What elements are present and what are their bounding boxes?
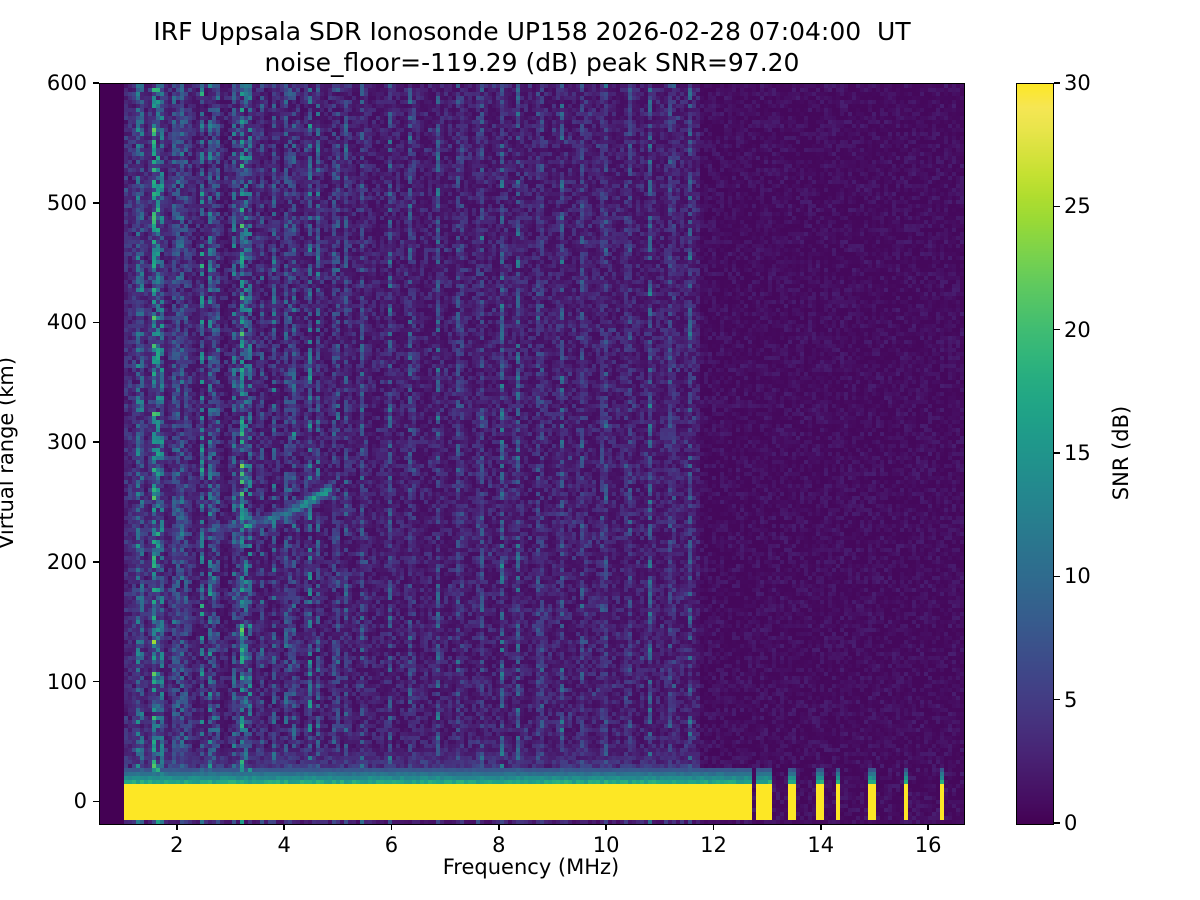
- colorbar-gradient: [1017, 84, 1053, 824]
- x-tick-label: 12: [700, 833, 727, 857]
- y-tick-label: 500: [46, 190, 87, 215]
- colorbar-tick-mark: [1054, 205, 1060, 208]
- colorbar[interactable]: [1016, 83, 1054, 825]
- y-tick-label: 0: [73, 789, 87, 814]
- y-tick-mark: [93, 201, 99, 204]
- colorbar-tick-mark: [1054, 82, 1060, 84]
- x-tick-label: 14: [807, 833, 835, 857]
- y-tick-mark: [93, 441, 99, 444]
- colorbar-tick-mark: [1054, 575, 1060, 578]
- y-tick-label: 100: [46, 669, 87, 694]
- colorbar-tick-label: 20: [1064, 317, 1091, 342]
- colorbar-tick-label: 10: [1064, 564, 1091, 589]
- x-tick-label: 4: [277, 833, 291, 857]
- ionogram-heatmap[interactable]: [100, 84, 964, 824]
- y-tick-label: 300: [46, 430, 87, 455]
- y-axis-label: Virtual range (km): [0, 356, 18, 550]
- colorbar-tick-mark: [1054, 452, 1060, 454]
- x-axis-label: Frequency (MHz): [442, 855, 620, 879]
- x-tick-mark: [390, 824, 393, 830]
- x-tick-label: 10: [592, 833, 620, 857]
- y-tick-label: 200: [46, 549, 87, 574]
- x-tick-label: 2: [170, 833, 184, 857]
- y-tick-mark: [93, 82, 99, 84]
- x-tick-mark: [819, 824, 822, 830]
- x-tick-label: 8: [492, 833, 506, 857]
- colorbar-tick-label: 5: [1064, 687, 1078, 712]
- colorbar-tick-mark: [1054, 698, 1060, 701]
- y-tick-mark: [93, 561, 99, 563]
- x-tick-label: 16: [914, 833, 942, 857]
- colorbar-tick-label: 0: [1064, 811, 1078, 835]
- colorbar-label: SNR (dB): [1109, 405, 1133, 501]
- colorbar-tick-label: 30: [1064, 71, 1091, 95]
- x-tick-label: 6: [384, 833, 399, 857]
- y-tick-label: 400: [46, 310, 87, 335]
- y-tick-mark: [93, 800, 99, 803]
- x-tick-mark: [712, 824, 715, 830]
- x-tick-mark: [283, 824, 285, 830]
- x-tick-mark: [605, 824, 607, 830]
- title-line-2: noise_floor=-119.29 (dB) peak SNR=97.20: [264, 48, 800, 77]
- ionogram-plot-area[interactable]: [99, 83, 965, 825]
- y-tick-mark: [93, 680, 99, 683]
- x-tick-mark: [176, 824, 178, 830]
- y-tick-mark: [93, 321, 99, 324]
- colorbar-tick-mark: [1054, 822, 1060, 824]
- x-tick-mark: [498, 824, 500, 830]
- colorbar-tick-mark: [1054, 328, 1060, 331]
- figure-title: IRF Uppsala SDR Ionosonde UP158 2026-02-…: [0, 16, 1064, 78]
- colorbar-tick-label: 15: [1064, 441, 1091, 465]
- x-tick-mark: [927, 824, 929, 830]
- title-line-1: IRF Uppsala SDR Ionosonde UP158 2026-02-…: [153, 17, 911, 46]
- colorbar-tick-label: 25: [1064, 194, 1091, 219]
- y-tick-label: 600: [46, 71, 87, 95]
